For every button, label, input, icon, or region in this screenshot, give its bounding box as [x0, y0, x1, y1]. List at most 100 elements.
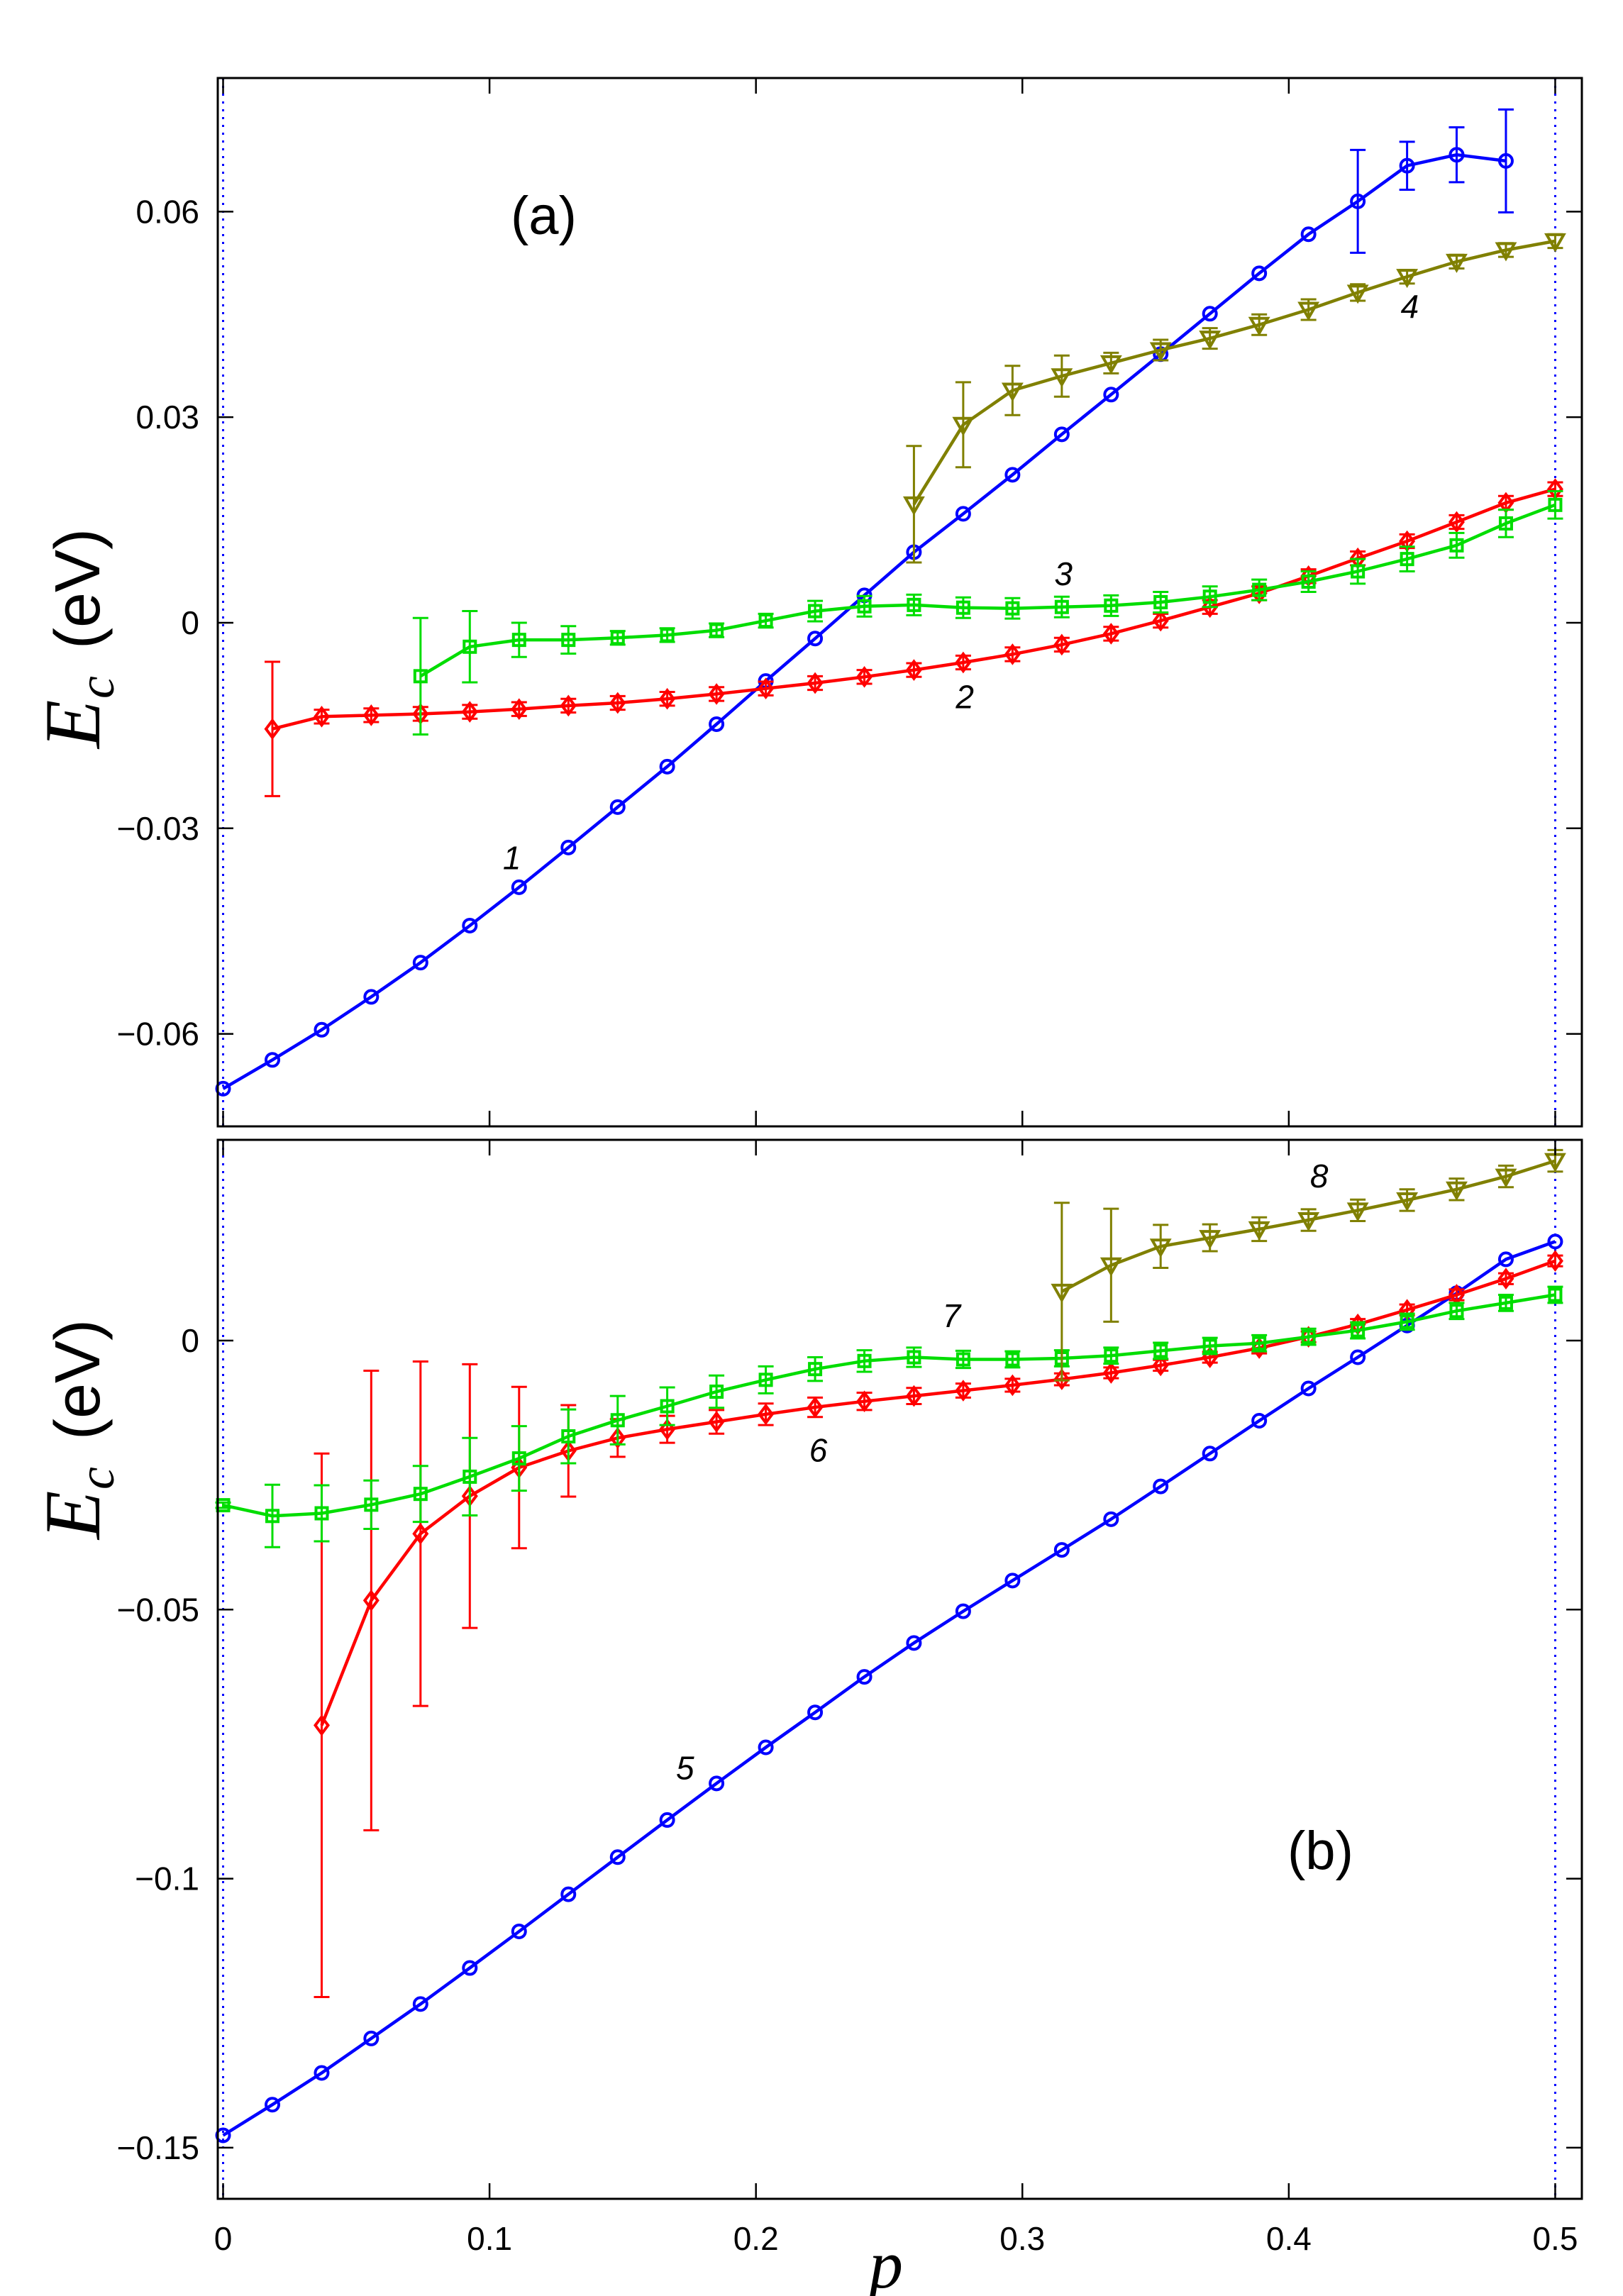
panel-b-point [1300, 1380, 1317, 1397]
panel-b-point [1351, 1323, 1366, 1338]
panel-a-point [1252, 582, 1267, 597]
panel-a-ticks: −0.06 −0.03 0 0.03 0.06 [117, 78, 1582, 1126]
panel-b-series-5-line [222, 1240, 1556, 2137]
panel-a-point [808, 604, 823, 619]
panel-b-point [609, 1849, 626, 1865]
panel-a-point [1152, 609, 1169, 632]
panel-b-point [660, 1399, 675, 1414]
panel-a-point [807, 672, 824, 694]
panel-a-point [659, 758, 675, 775]
panel-a-point [659, 687, 676, 710]
panel-a-point [1346, 284, 1369, 304]
panel-b-point [906, 1635, 922, 1651]
panel-b-ytick-label: −0.15 [117, 2129, 199, 2166]
panel-a-point [1400, 552, 1414, 567]
panel-a-point [1497, 152, 1514, 169]
panel-b-point [265, 1509, 279, 1524]
panel-b-point [1251, 1413, 1268, 1429]
panel-b-xtick-label: 0 [214, 2220, 233, 2257]
panel-a-point [511, 879, 527, 895]
panel-b-point [1446, 1181, 1468, 1201]
panel-a-point [511, 698, 528, 721]
panel-b-point [1301, 1329, 1316, 1344]
panel-a-point [1153, 595, 1168, 609]
panel-a-curve-label-2: 2 [955, 679, 974, 716]
panel-a-point [1251, 265, 1268, 282]
panel-a-point [609, 692, 626, 714]
panel-a-series-3-line [419, 503, 1556, 678]
panel-b-point [1102, 1362, 1119, 1384]
panel-b-series-7-line [223, 1293, 1556, 1518]
panel-b-point [1053, 1368, 1070, 1390]
panel-a-plot: 1 2 3 4 [215, 78, 1566, 1126]
panel-a-point [1300, 226, 1317, 243]
panel-b-point [807, 1396, 824, 1419]
panel-b-point [1199, 1230, 1222, 1250]
panel-a: 1 2 3 4 −0.06 −0.03 0 0.03 0.06 (a) E c (eV) [29, 77, 1583, 1128]
panel-a-point [952, 416, 975, 436]
panel-a-point [1248, 316, 1270, 336]
panel-b-point [905, 1385, 922, 1407]
panel-b-point [1248, 1221, 1270, 1241]
panel-b-series-8: 8 [1051, 1148, 1566, 1382]
panel-a-series-4-line [912, 239, 1556, 506]
panel-b-series-6: 6 [313, 1250, 1563, 1999]
panel-b-point [1149, 1238, 1172, 1258]
panel-a-ytick-label: −0.06 [117, 1016, 199, 1053]
panel-b-point [808, 1362, 823, 1377]
panel-a-point [462, 639, 477, 654]
panel-b-point [362, 1590, 380, 1612]
panel-a-point [1005, 601, 1020, 616]
panel-a-label: (a) [511, 186, 577, 246]
panel-a-point [902, 496, 925, 516]
panel-b-point [609, 1426, 626, 1449]
panel-a-point [1199, 331, 1222, 350]
panel-b-xtick-label: 0.5 [1532, 2220, 1578, 2257]
panel-b-ylabel-symbol: E [29, 1491, 117, 1541]
panel-a-point [609, 799, 626, 815]
panel-a-point [1495, 242, 1517, 262]
panel-a-point [955, 651, 972, 674]
panel-b-xtick-label: 0.2 [733, 2220, 779, 2257]
panel-b-curve-label-7: 7 [943, 1297, 962, 1334]
panel-b-point [1396, 1192, 1419, 1211]
panel-a-point [660, 628, 675, 643]
panel-a-point [264, 718, 281, 741]
panel-a-point [1399, 157, 1415, 174]
panel-a-point [413, 669, 428, 684]
panel-a-point [1351, 564, 1366, 579]
panel-a-point [511, 633, 526, 648]
panel-b-point [709, 1775, 725, 1792]
panel-b-axes-box [216, 1138, 1583, 2200]
panel-a-point [709, 716, 725, 732]
panel-a-point [1449, 538, 1464, 553]
panel-b-point [709, 1385, 724, 1399]
panel-a-point [1548, 497, 1563, 512]
panel-b-point [462, 1960, 478, 1976]
panel-a-point [1350, 193, 1366, 209]
panel-a-ylabel-subscript: c [68, 676, 125, 699]
panel-a-series-4: 4 [902, 233, 1566, 564]
panel-b-label: (b) [1287, 1821, 1353, 1881]
panel-b-point [1004, 1374, 1021, 1397]
panel-b-point [1498, 1295, 1513, 1310]
panel-a-point [560, 839, 577, 855]
panel-b-series-7: 7 [215, 1285, 1563, 1548]
panel-a-point [462, 917, 478, 933]
panel-b-point [1051, 1283, 1073, 1303]
panel-b: 5 6 7 8 0 0.1 0.2 0.3 0.4 0.5 −0.15 −0.1 −0.05 0 (b)… [29, 1138, 1583, 2257]
panel-a-point [1004, 467, 1021, 483]
panel-a-point [1099, 355, 1122, 375]
panel-a-point [610, 631, 625, 645]
panel-a-point [461, 701, 478, 723]
panel-b-xtick-label: 0.3 [999, 2220, 1045, 2257]
panel-a-point [1104, 598, 1119, 613]
panel-a-point [758, 677, 775, 700]
panel-b-ytick-label: −0.1 [135, 1860, 199, 1897]
panel-a-curve-label-1: 1 [503, 840, 521, 877]
panel-b-point [708, 1411, 725, 1433]
panel-b-curve-label-6: 6 [809, 1432, 828, 1469]
panel-a-point [314, 1021, 330, 1038]
panel-b-point [1202, 1338, 1217, 1353]
